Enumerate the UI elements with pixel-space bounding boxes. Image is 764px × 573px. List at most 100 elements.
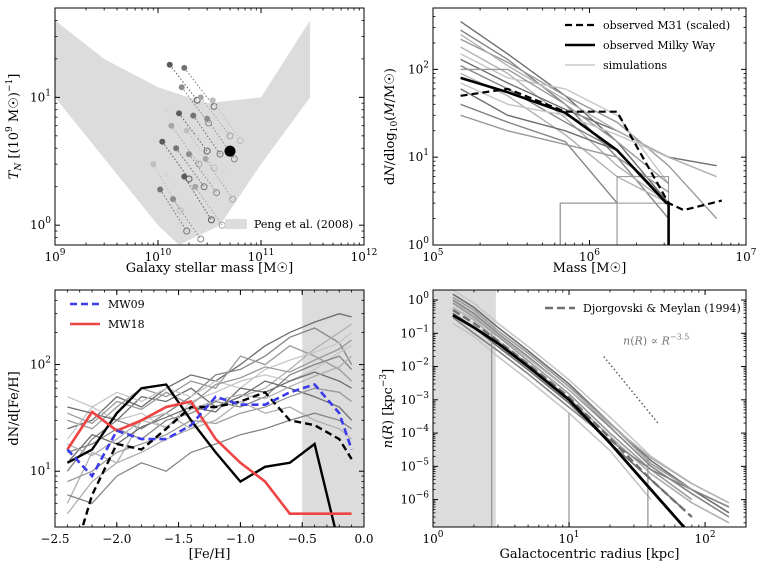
sim-point-open: [230, 155, 238, 163]
sim-point-filled: [159, 138, 166, 145]
sim-point-open: [200, 183, 208, 191]
y-tick-label: 102: [408, 60, 429, 76]
x-tick-label: 100: [422, 530, 443, 546]
panel-radial-profile: n(R) ∝ R−3.5 100 101 102 10−6 10−5 10−4 10−3 10−…: [379, 289, 747, 562]
y-tick-label: 100: [408, 236, 429, 252]
sim-point-filled: [209, 97, 216, 104]
y-axis-label: TN [(109 M☉)−1]: [5, 74, 24, 180]
observed-mw-line: [460, 76, 670, 245]
x-axis-label: Mass [M☉]: [553, 261, 627, 276]
x-tick-label: 1010: [145, 248, 172, 264]
sim-connector: [186, 130, 215, 169]
sim-connector: [178, 113, 208, 152]
sim-line: [460, 72, 669, 204]
mw09-line: [66, 383, 353, 479]
mw18-line: [66, 400, 352, 515]
sim-point-open: [176, 207, 184, 215]
x-tick-label: −1.0: [226, 532, 255, 546]
legend-label-m31: observed M31 (scaled): [603, 19, 730, 32]
sim-line: [67, 345, 353, 430]
y-tick-label: 100: [408, 291, 429, 307]
sim-line: [452, 300, 730, 504]
sim-point-filled: [202, 155, 209, 162]
sim-point-open: [197, 235, 205, 243]
x-axis-label: Galaxy stellar mass [M☉]: [126, 261, 294, 276]
sim-line: [67, 355, 353, 457]
sim-line: [460, 103, 618, 204]
sim-point-filled: [168, 122, 175, 129]
sim-line: [67, 355, 353, 454]
sim-point-open: [226, 132, 234, 140]
sim-connector: [212, 99, 241, 141]
sim-point-filled: [190, 112, 197, 119]
sim-point-open: [195, 160, 203, 168]
sim-connector: [192, 115, 221, 155]
x-tick-label: −2.5: [40, 532, 69, 546]
peng-band: [55, 8, 311, 245]
sim-connector: [161, 141, 190, 180]
sim-point-filled: [181, 64, 188, 71]
sim-line: [452, 293, 730, 514]
sim-connector: [206, 118, 235, 160]
sim-line: [460, 58, 717, 167]
sim-point-open: [216, 150, 224, 158]
axes-frame: [54, 289, 365, 528]
x-tick-label: 101: [559, 530, 580, 546]
sim-line: [452, 290, 693, 485]
sim-connector: [188, 153, 217, 193]
legend-swatch-peng: [225, 219, 247, 229]
legend-label-sims: simulations: [603, 59, 667, 72]
sim-connector: [172, 198, 202, 240]
panel-mass-function: 105 106 107 100 101 102 Mass [M☉] dN/dlog10(M/M…: [383, 7, 757, 276]
sim-line: [460, 68, 670, 185]
x-tick-label: −2.0: [102, 532, 131, 546]
sim-line: [452, 296, 693, 491]
milky-way-point: [224, 145, 236, 157]
sim-connector: [171, 125, 200, 165]
x-tick-label: 102: [695, 530, 716, 546]
y-tick-label: 10−1: [400, 324, 429, 340]
y-tick-label: 101: [30, 88, 51, 104]
sim-step: [559, 202, 670, 245]
sim-point-filled: [157, 186, 164, 193]
sim-line: [66, 400, 353, 515]
sim-connector: [165, 174, 194, 216]
sim-point-open: [220, 170, 228, 178]
y-axis-label: n(R) [kpc−3]: [379, 369, 396, 448]
sim-point-open: [213, 189, 221, 197]
legend-label-mw: observed Milky Way: [603, 39, 716, 52]
y-tick-label: 10−2: [400, 358, 429, 374]
sim-connector: [169, 64, 198, 101]
sim-line: [452, 316, 730, 508]
sim-connector: [165, 109, 194, 146]
x-tick-label: 106: [579, 248, 600, 264]
observed-mw-line: [66, 383, 336, 527]
sim-connector: [183, 67, 215, 107]
sim-point-open: [203, 147, 211, 155]
djorgovski-line: [452, 308, 693, 518]
powerlaw-label: n(R) ∝ R−3.5: [623, 333, 689, 348]
sim-point-filled: [150, 161, 157, 168]
x-tick-label: 105: [422, 248, 443, 264]
observed-m31-line: [460, 87, 723, 212]
y-tick-label: 10−4: [400, 424, 429, 440]
sim-point-filled: [204, 115, 211, 122]
plot-area: [460, 21, 723, 245]
sim-point-filled: [186, 151, 193, 158]
sim-point-open: [236, 136, 244, 144]
sim-connector: [200, 97, 231, 137]
sim-point-open: [189, 211, 197, 219]
sim-line: [452, 302, 693, 501]
sim-point-open: [189, 142, 197, 150]
sim-connector: [183, 176, 212, 221]
x-axis-label: Galactocentric radius [kpc]: [500, 547, 680, 562]
observed-m31-line: [81, 390, 353, 527]
sim-line: [460, 38, 718, 220]
sim-line: [460, 82, 669, 158]
y-tick-label: 10−5: [400, 457, 429, 473]
sim-connector: [181, 86, 210, 124]
sim-connector: [205, 158, 234, 200]
sim-line: [67, 387, 352, 483]
plot-area: [66, 290, 364, 527]
sim-line: [67, 412, 352, 505]
